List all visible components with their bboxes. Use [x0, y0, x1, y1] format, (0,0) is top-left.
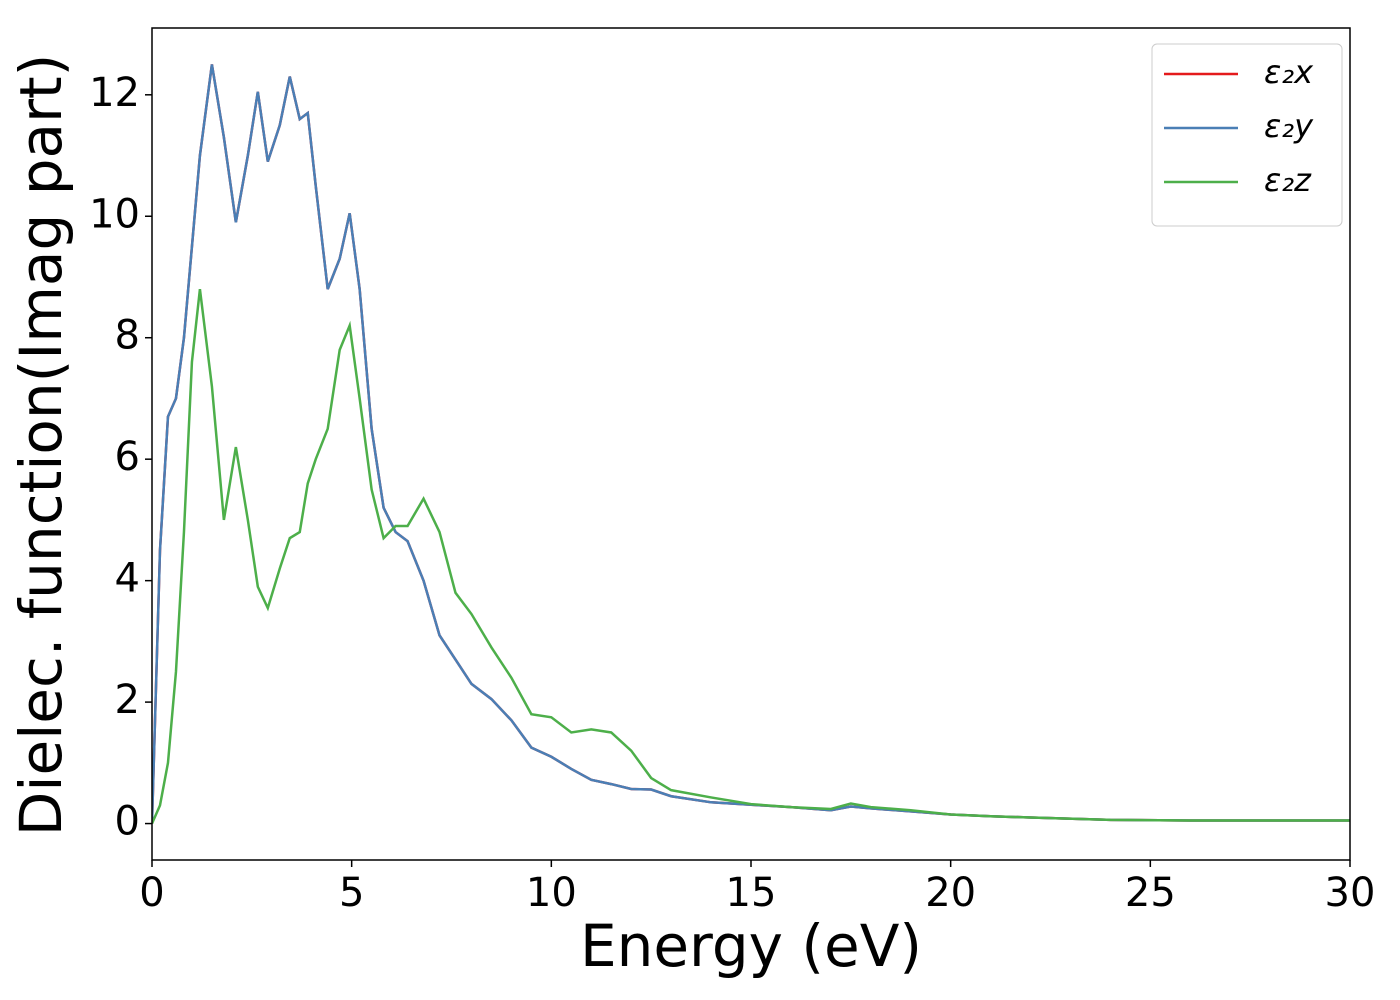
x-tick-label: 30 [1325, 870, 1376, 916]
x-tick-label: 5 [339, 870, 364, 916]
series-line [152, 288, 1350, 825]
y-tick-label: 10 [89, 191, 140, 237]
x-tick-label: 25 [1125, 870, 1176, 916]
plot-frame [151, 27, 1351, 861]
legend-label: ε₂x [1264, 53, 1314, 91]
legend-box [1151, 43, 1343, 227]
legend-label: ε₂y [1264, 107, 1314, 145]
x-tick-label: 0 [139, 870, 164, 916]
legend-label: ε₂z [1264, 161, 1312, 199]
y-axis-label: Dielec. function(Imag part) [7, 54, 75, 837]
y-tick-label: 12 [89, 70, 140, 116]
y-tick-label: 4 [115, 556, 140, 602]
x-tick-label: 20 [925, 870, 976, 916]
x-axis-label: Energy (eV) [580, 912, 922, 980]
y-tick-label: 0 [115, 799, 140, 845]
y-tick-label: 2 [115, 677, 140, 723]
x-tick-label: 15 [726, 870, 777, 916]
y-tick-label: 8 [115, 313, 140, 359]
series-line [152, 64, 1350, 824]
y-tick-label: 6 [115, 434, 140, 480]
x-tick-label: 10 [526, 870, 577, 916]
